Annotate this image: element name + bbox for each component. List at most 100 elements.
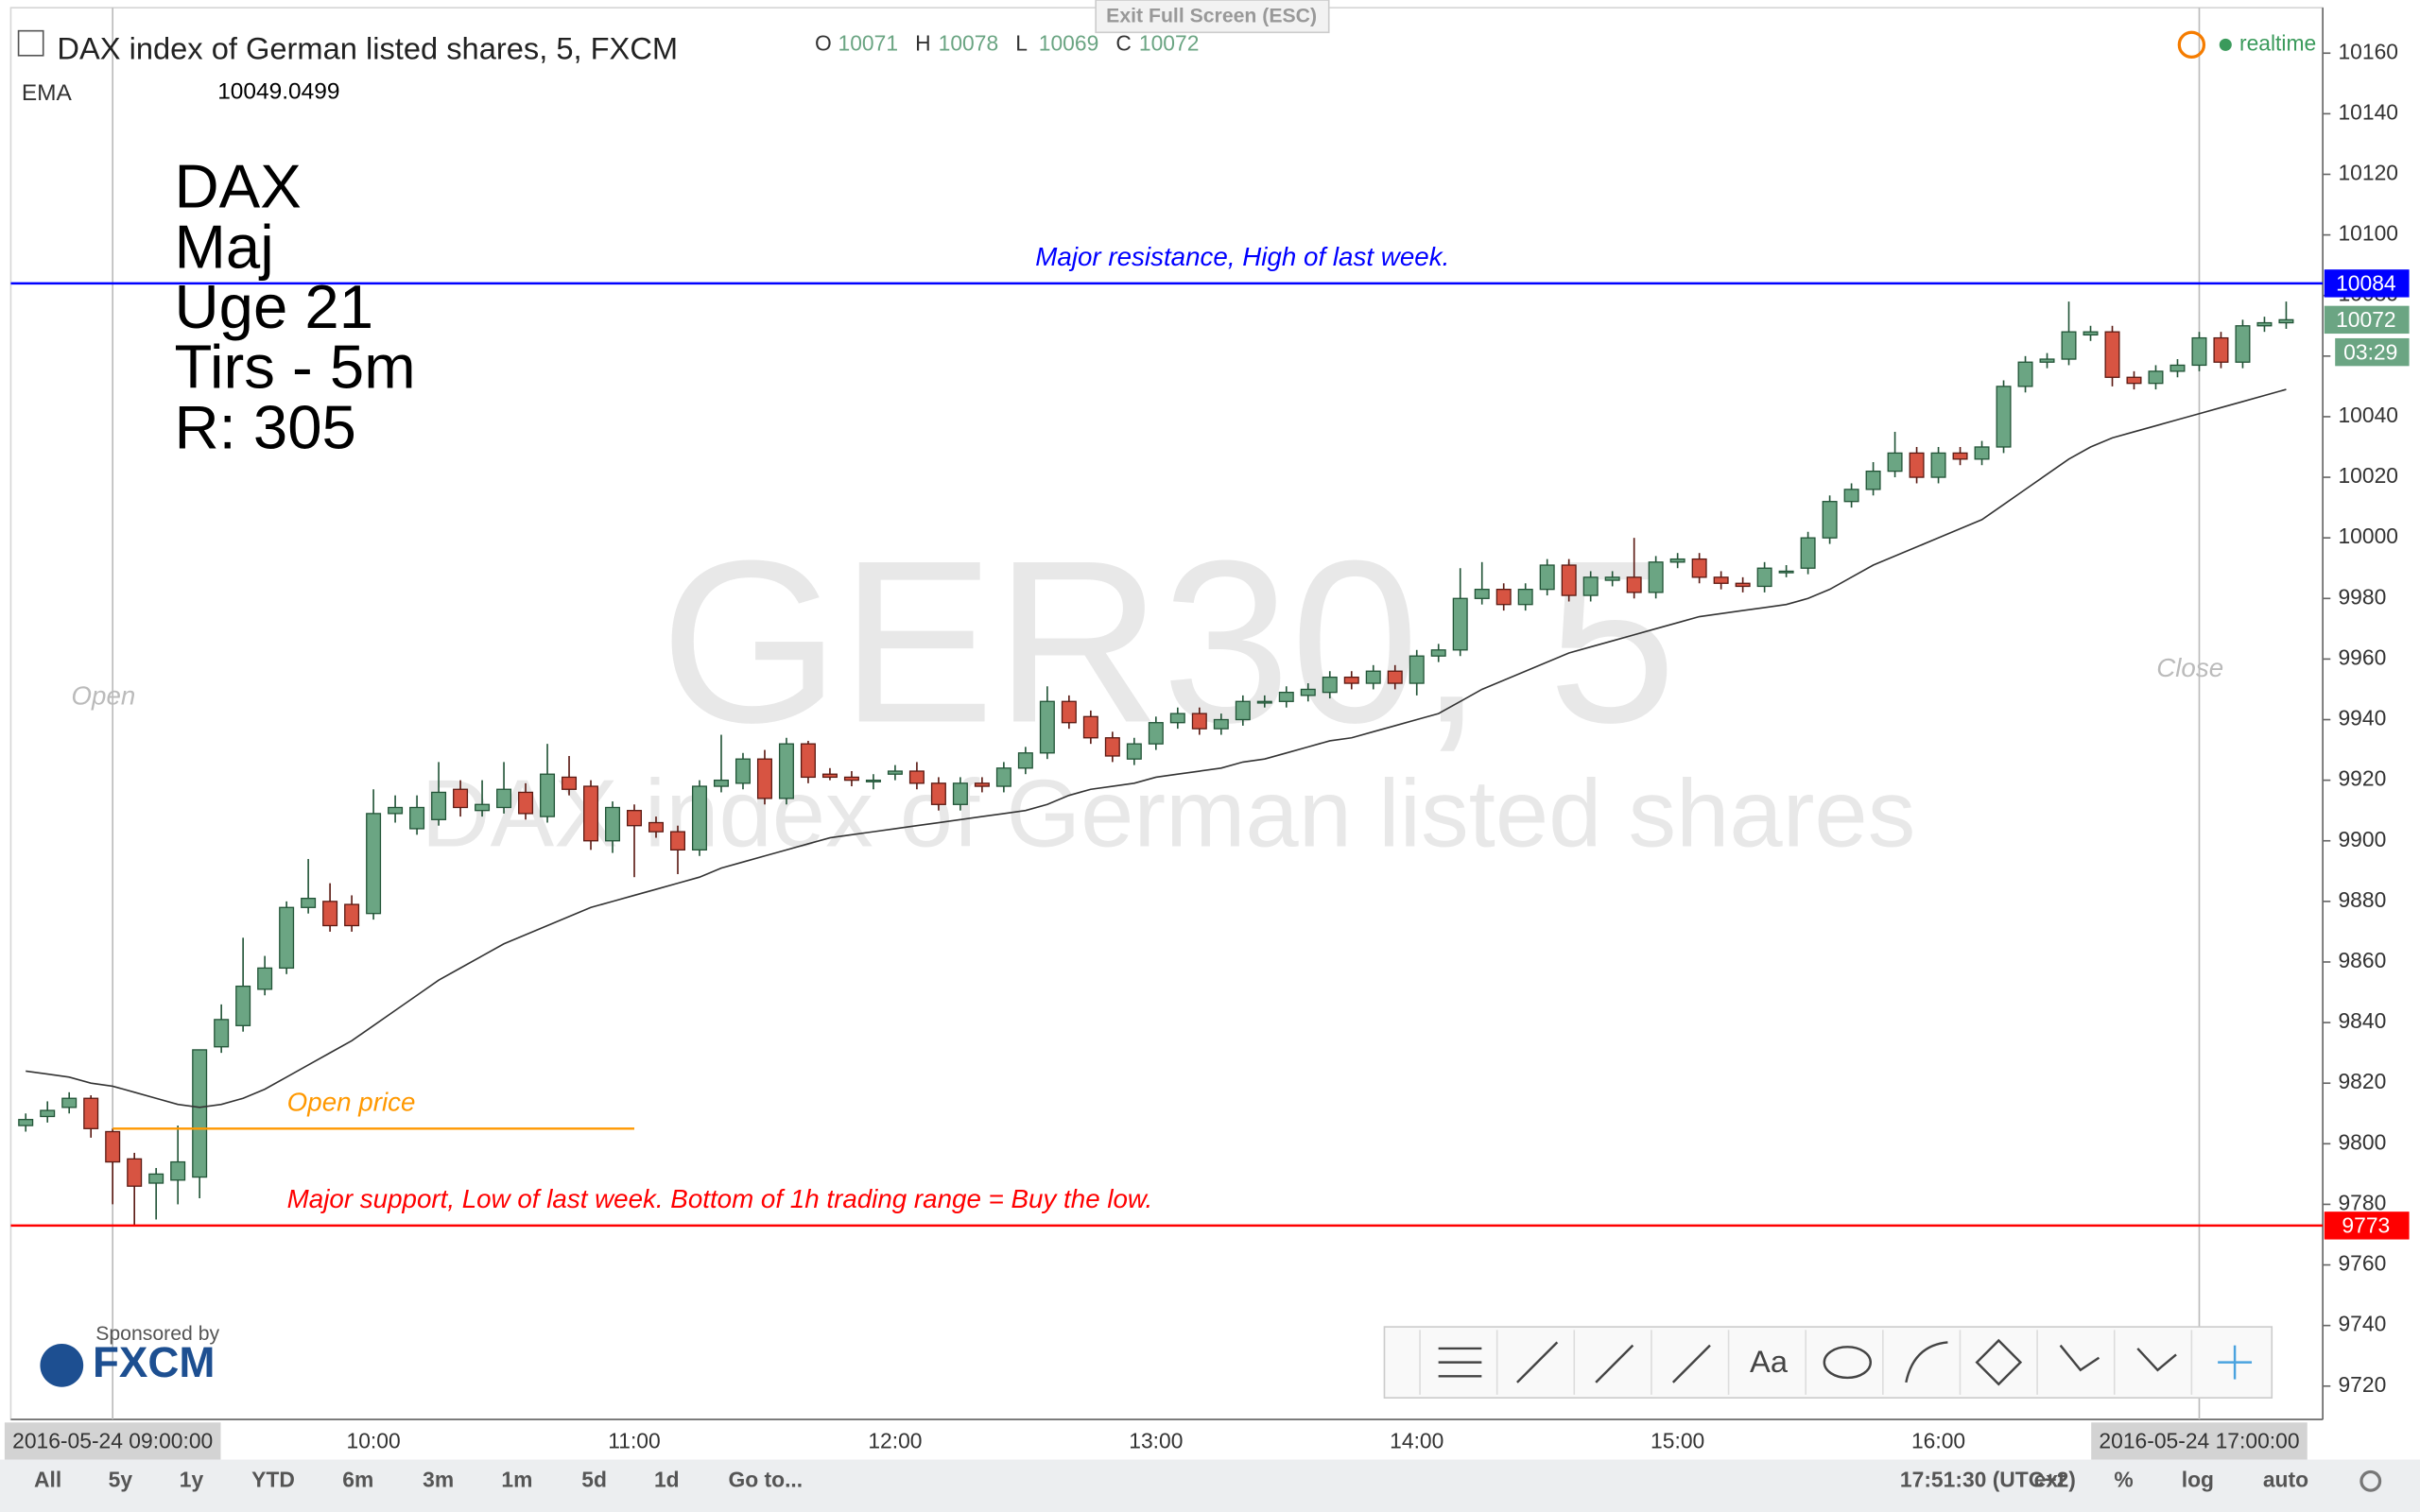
tool-channel[interactable] [1516,1341,1559,1383]
range-button[interactable]: 6m [342,1467,373,1491]
axis-option[interactable]: log [2182,1467,2214,1491]
session-label: Close [2156,653,2223,682]
candle-body [409,806,425,830]
tool-text[interactable]: Aa [1750,1344,1789,1379]
candle-body [322,901,338,927]
candle-body [627,810,643,827]
x-label-highlight [4,1422,221,1460]
candle-body [1082,715,1098,739]
y-tick-label: 10040 [2338,403,2398,427]
tool-abc[interactable] [2136,1348,2177,1372]
candle-body [1474,589,1490,599]
candle-body [952,782,968,805]
ohlc-key: L [1015,30,1028,55]
candle-body [583,785,599,842]
x-tick-label: 14:00 [1390,1429,1443,1453]
exit-fullscreen-label[interactable]: Exit Full Screen (ESC) [1106,6,1317,27]
exit-fullscreen[interactable] [1095,0,1330,34]
ohlc-key: O [815,30,832,55]
candle-body [1278,692,1294,702]
indicator-value: 10049.0499 [217,78,339,104]
candle-body [235,985,251,1026]
tool-arrow[interactable] [1595,1344,1634,1383]
y-tick-label: 10000 [2338,524,2398,548]
x-tick-label: 15:00 [1651,1429,1704,1453]
note-line: DAX [174,152,301,221]
candle-body [1604,576,1620,581]
sponsor-logo[interactable]: FXCM [93,1338,215,1386]
range-button[interactable]: Go to... [728,1467,803,1491]
note-line: Uge 21 [174,272,373,341]
candle-body [1778,570,1794,574]
axis-option[interactable]: ext [2034,1467,2066,1491]
note-line: Maj [174,212,273,281]
candle-body [2017,361,2033,387]
note-line: Tirs - 5m [174,333,415,402]
candle-body [605,806,621,842]
y-tick-label: 10120 [2338,161,2398,185]
warning-icon[interactable] [2177,30,2206,60]
axis-option[interactable]: % [2114,1467,2133,1491]
y-tick-label: 9800 [2338,1129,2386,1154]
x-label-highlight [2091,1422,2308,1460]
ema-line [26,388,2287,1108]
tool-line[interactable] [1671,1344,1711,1383]
candle-body [800,743,816,779]
candle-body [1452,597,1468,651]
candle-body [1626,576,1642,593]
candle-body [257,967,273,990]
candle-body [562,776,578,790]
drawing-toolbar: Aa [1383,1326,2273,1399]
candle-body [930,782,946,805]
y-tick-label: 9720 [2338,1372,2386,1397]
range-button[interactable]: 1m [501,1467,532,1491]
range-button[interactable]: 3m [423,1467,454,1491]
collapse-icon[interactable] [17,29,44,57]
tool-arc[interactable] [1905,1341,1948,1383]
y-tick-label: 9980 [2338,584,2386,609]
candle-body [865,779,881,782]
candle-body [1539,564,1555,591]
candle-body [453,788,469,809]
y-tick-label: 10160 [2338,39,2398,63]
tool-pattern[interactable] [2059,1344,2100,1372]
y-tick-label: 9820 [2338,1069,2386,1093]
range-button[interactable]: 1d [654,1467,680,1491]
candle-body [1691,558,1707,578]
candle-body [908,770,925,784]
candle-body [1713,576,1729,584]
sponsor-logo-mark[interactable] [40,1344,84,1387]
last-price-label: 10072 [2336,307,2396,332]
candle-body [1648,561,1664,593]
status-dot [2219,38,2232,51]
candle-body [2061,331,2077,360]
candle-body [2235,325,2251,363]
y-tick-label: 9960 [2338,644,2386,669]
candle-body [995,767,1011,787]
candle-body [214,1019,230,1048]
price-tag-label: 9773 [2342,1213,2390,1238]
candle-body [1343,676,1359,684]
axis-option[interactable]: auto [2263,1467,2308,1491]
candle-body [669,831,685,851]
status-label: realtime [2239,30,2316,55]
range-button[interactable]: YTD [251,1467,295,1491]
range-button[interactable]: 5d [581,1467,607,1491]
candle-body [843,776,859,782]
settings-icon[interactable] [2360,1469,2382,1492]
range-button[interactable]: 5y [109,1467,133,1491]
price-tag-label: 10084 [2336,271,2396,296]
range-button[interactable]: 1y [180,1467,204,1491]
range-button[interactable]: All [34,1467,61,1491]
candle-body [2256,321,2273,327]
tool-rect[interactable] [1975,1338,2023,1386]
candle-body [887,770,903,775]
candle-body [1974,446,1990,460]
candle-body [192,1049,208,1178]
open-price-label: Open price [287,1087,416,1116]
candle-body [1865,470,1881,490]
candle-body [691,785,707,851]
tool-ellipse[interactable] [1823,1346,1872,1380]
clock: 17:51:30 (UTC+2) [1900,1467,2076,1491]
